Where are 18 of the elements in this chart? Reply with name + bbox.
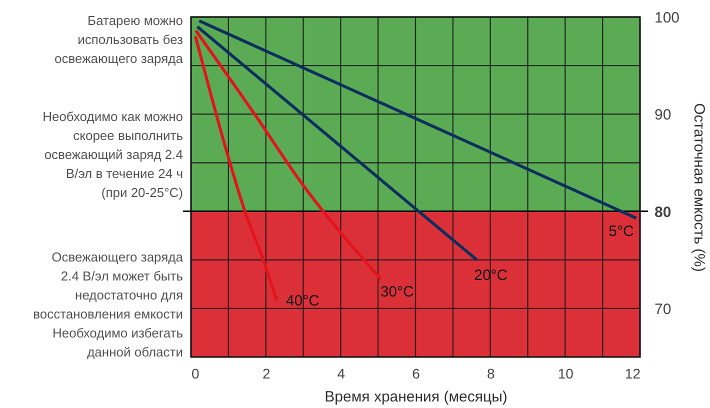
x-tick-label: 8 (486, 366, 495, 382)
y-tick-label: 70 (654, 300, 672, 318)
y-axis-title: Остаточная емкость (%) (690, 103, 708, 272)
x-tick-label: 10 (558, 366, 574, 382)
series-label: 5°C (608, 223, 634, 240)
x-tick-label: 12 (624, 366, 641, 382)
x-axis-title: Время хранения (месяцы) (324, 388, 508, 406)
y-tick-label: 90 (654, 106, 672, 124)
x-tick-label: 2 (262, 366, 270, 382)
text: Батарею можно использовать без освежающего заряда (54, 13, 184, 66)
y-tick-label: 100 (654, 10, 680, 26)
text: Освежающего заряда 2.4 В/эл может быть недостаточно для восстановления емкости Необходимо избегать данной области (33, 250, 184, 360)
x-tick-label: 4 (337, 366, 346, 382)
x-tick-label: 6 (412, 366, 420, 382)
y-tick-label: 80 (654, 204, 672, 221)
series-label: 30°C (380, 283, 414, 300)
text: Необходимо как можно скорее выполнить освежающий заряд 2.4 В/эл в течение 24 ч (при 20-25°C) (42, 109, 184, 200)
x-tick-label: 0 (192, 366, 200, 382)
